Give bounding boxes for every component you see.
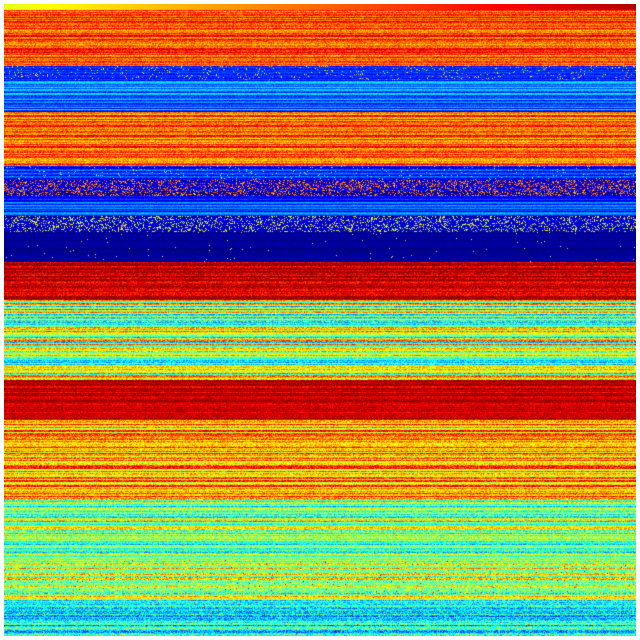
heatmap-image — [4, 4, 636, 636]
